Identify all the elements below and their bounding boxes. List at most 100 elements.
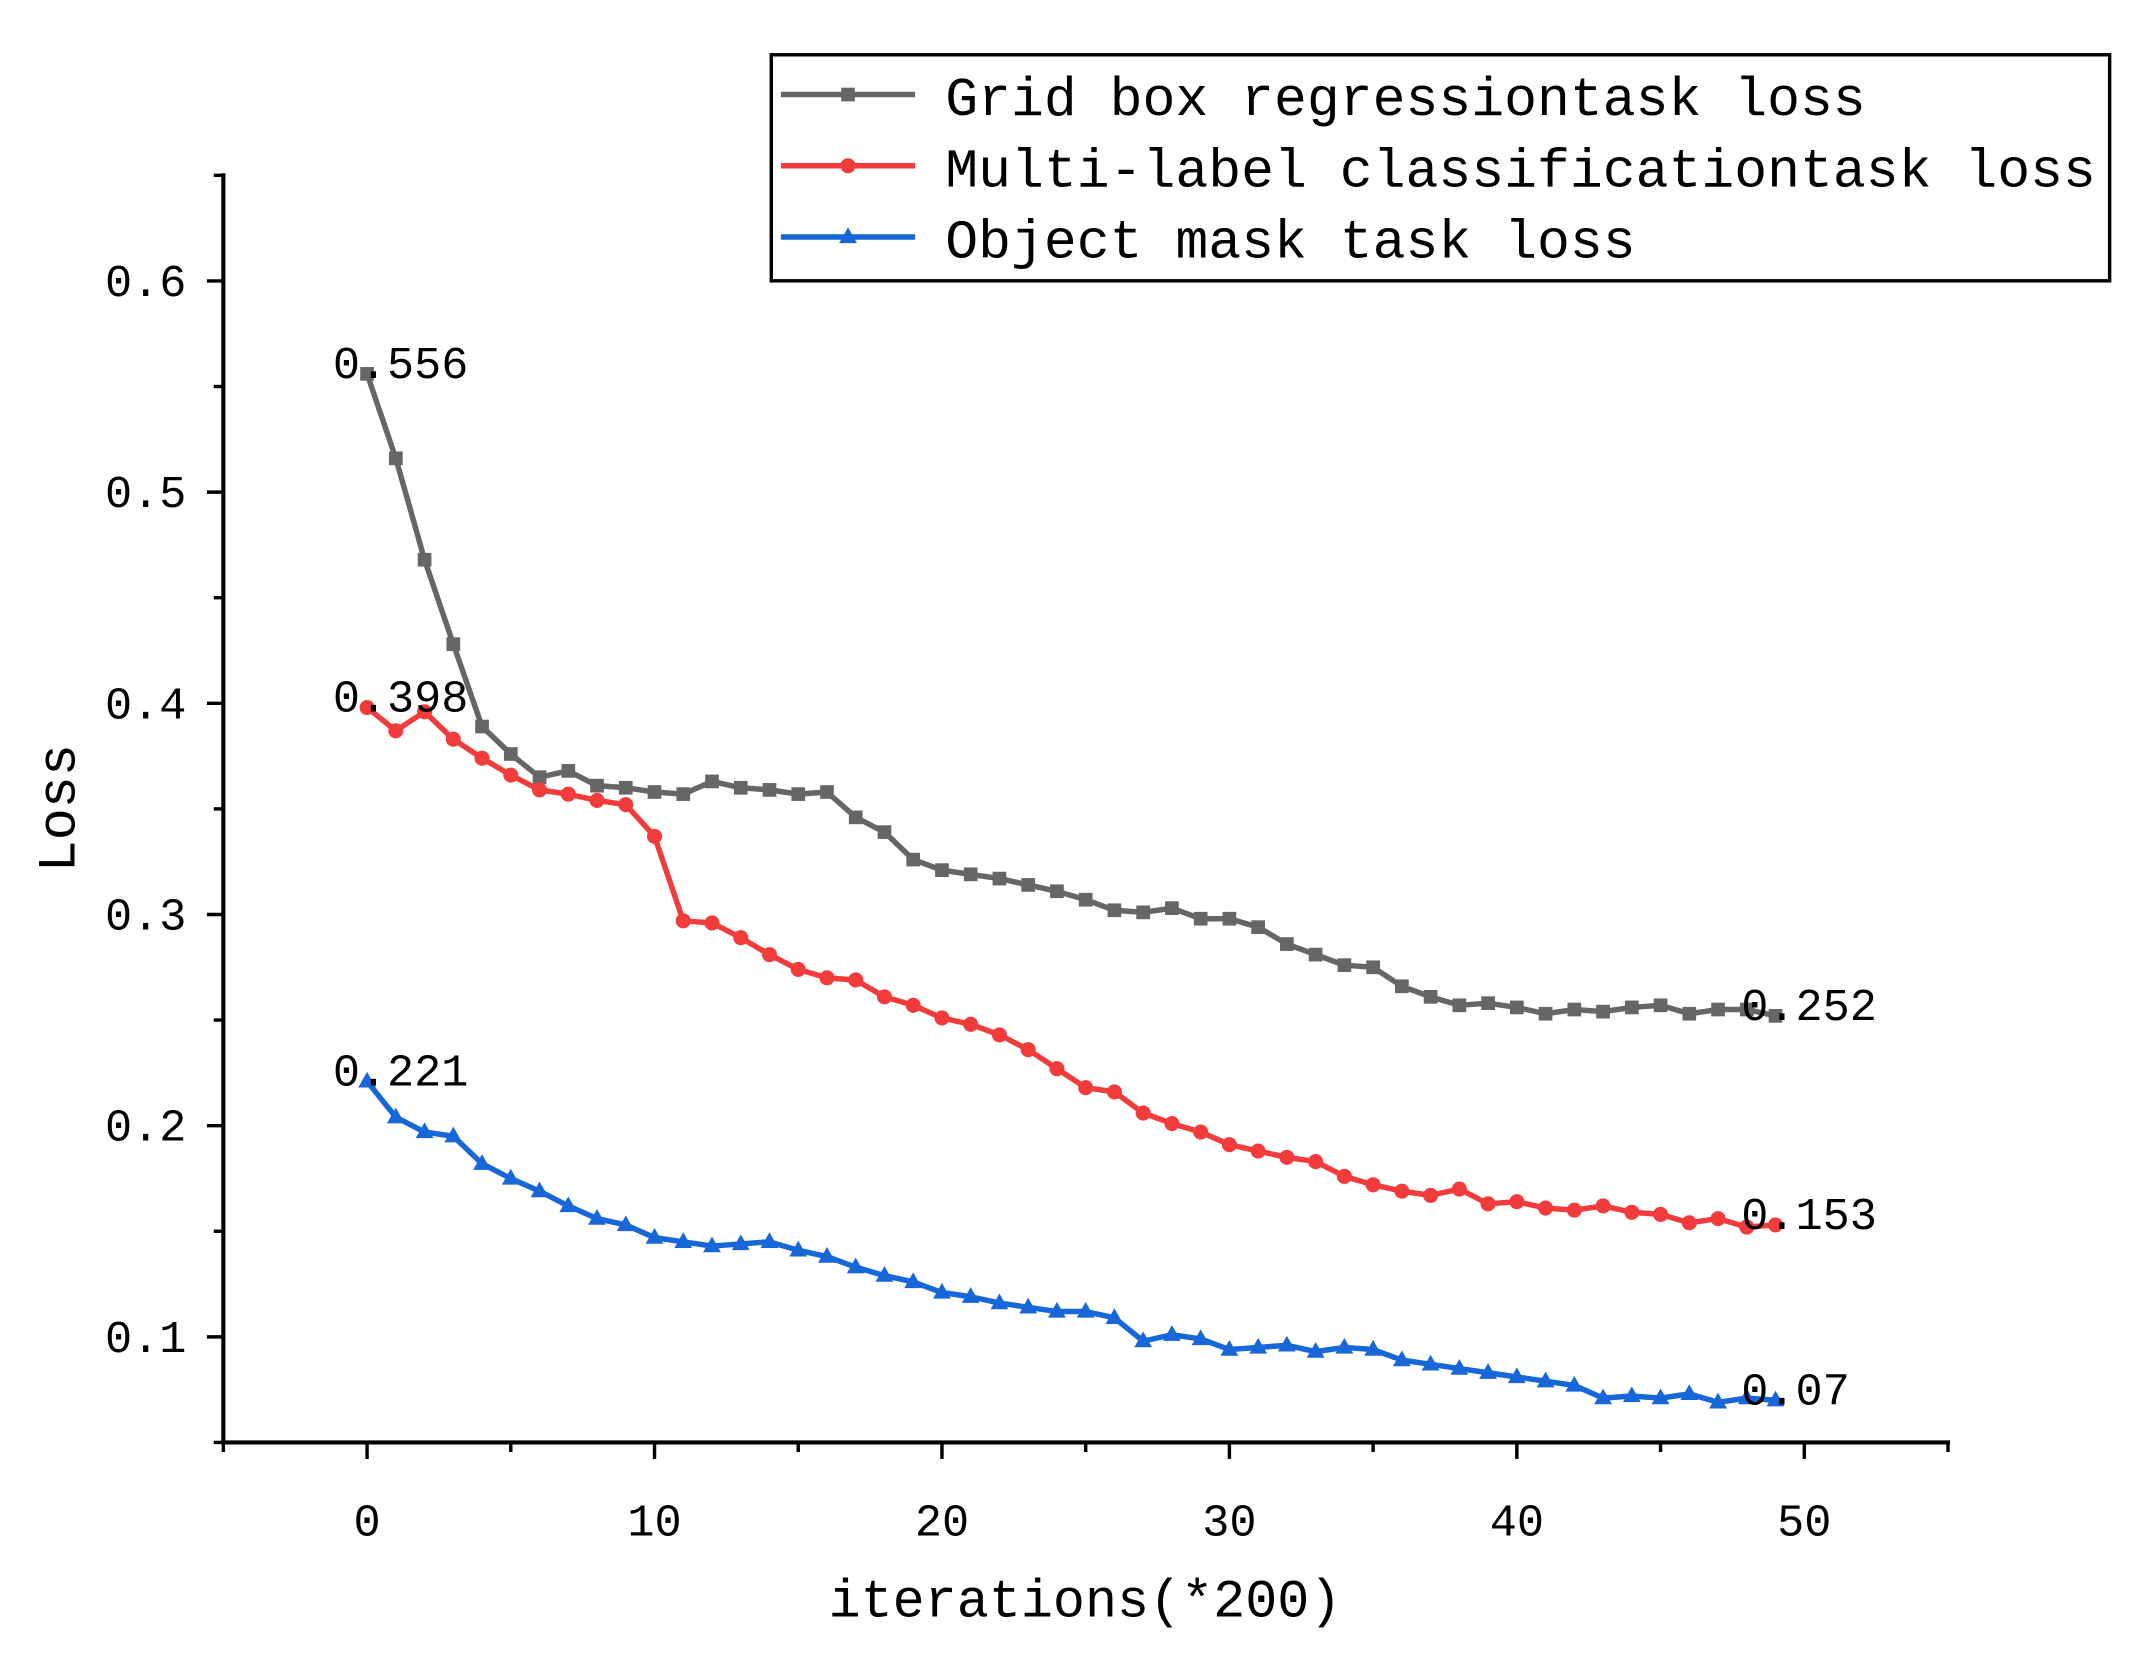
data-point: [848, 810, 863, 825]
data-point: [415, 1122, 434, 1139]
legend-box: [769, 53, 2112, 283]
data-point: [992, 871, 1007, 886]
data-point: [1249, 1337, 1268, 1354]
data-point: [417, 704, 433, 720]
data-point: [445, 731, 461, 747]
x-tick-label: 20: [915, 1498, 969, 1550]
data-point: [877, 825, 892, 839]
data-point: [731, 1234, 750, 1251]
data-point: [358, 1071, 376, 1088]
data-label: 0.153: [1741, 1191, 1877, 1243]
data-point: [1452, 998, 1467, 1013]
legend-swatch-marker: [841, 87, 855, 102]
data-point: [789, 1240, 808, 1257]
legend-item-object-mask-loss: Object mask task loss: [780, 213, 1636, 275]
y-axis-title: Loss: [32, 744, 92, 872]
data-point: [1451, 1181, 1467, 1197]
data-point: [1624, 1000, 1639, 1015]
data-point: [559, 1196, 578, 1213]
data-point: [1049, 1061, 1065, 1077]
data-point: [875, 1266, 894, 1282]
data-point: [1076, 1301, 1095, 1318]
data-point: [704, 915, 720, 931]
data-point: [818, 1247, 836, 1263]
data-point: [1566, 1202, 1582, 1218]
y-tick-label: 0.6: [105, 258, 186, 310]
y-tick-label: 0.5: [105, 469, 186, 521]
y-tick-label: 0.3: [105, 892, 186, 944]
data-point: [762, 783, 777, 797]
data-point: [1768, 1217, 1784, 1233]
y-tick-label: 0.4: [105, 680, 186, 732]
data-point: [1680, 1384, 1699, 1401]
data-point: [933, 1282, 951, 1299]
data-point: [1336, 1168, 1352, 1184]
data-point: [388, 451, 403, 466]
data-point: [1277, 1335, 1296, 1352]
data-point: [1395, 979, 1409, 994]
legend-label: Grid box regressiontask loss: [945, 70, 1865, 132]
data-point: [1365, 1177, 1381, 1193]
x-tick-label: 0: [354, 1498, 381, 1550]
data-point: [674, 1232, 693, 1248]
data-point: [1682, 1006, 1697, 1021]
plot-series: [358, 367, 1785, 1409]
data-point: [1335, 1337, 1354, 1354]
data-point: [1710, 1211, 1726, 1227]
data-point: [1134, 1331, 1153, 1348]
data-point: [1507, 1367, 1526, 1384]
legend-item-multi-label-classification-loss: Multi-label classificationtask loss: [780, 141, 2096, 203]
data-point: [761, 947, 778, 963]
data-point: [1766, 1390, 1785, 1407]
y-tick-label: 0.1: [105, 1314, 186, 1366]
data-point: [904, 1272, 923, 1289]
data-point: [1048, 1301, 1066, 1318]
data-point: [1538, 1200, 1554, 1216]
data-point: [1364, 1339, 1383, 1356]
data-point: [646, 828, 663, 844]
data-point: [1481, 996, 1495, 1011]
data-point: [532, 770, 547, 785]
data-point: [444, 1126, 463, 1143]
data-point: [820, 785, 834, 799]
series-object-mask-loss: [358, 1071, 1785, 1409]
data-point: [1220, 1339, 1239, 1356]
series-grid-box-regression-loss: [360, 367, 1783, 1023]
data-point: [1136, 905, 1151, 920]
data-point: [1280, 937, 1294, 951]
data-point: [1596, 1004, 1610, 1019]
data-point: [790, 961, 806, 977]
data-point: [588, 1209, 606, 1225]
legend: Grid box regressiontask loss Multi-label…: [769, 53, 2112, 283]
data-point: [1366, 960, 1380, 975]
data-point: [676, 787, 691, 801]
data-point: [590, 778, 604, 793]
data-point: [1308, 1154, 1324, 1170]
data-point: [961, 1287, 980, 1303]
data-point: [359, 699, 375, 716]
data-point: [561, 764, 576, 778]
data-point: [846, 1257, 865, 1274]
data-point: [1768, 1009, 1783, 1023]
data-point: [1538, 1006, 1553, 1021]
data-point: [1106, 1084, 1122, 1100]
data-point: [1565, 1375, 1584, 1392]
legend-swatch: [780, 227, 916, 244]
data-point: [618, 797, 634, 813]
data-label: 0.398: [333, 674, 469, 726]
data-point: [1337, 958, 1352, 973]
data-point: [1737, 1388, 1756, 1405]
data-point: [905, 997, 921, 1013]
data-point: [1653, 1206, 1669, 1222]
data-point: [1479, 1363, 1497, 1379]
data-point: [1221, 1137, 1237, 1153]
data-point: [733, 780, 748, 795]
data-point: [532, 782, 548, 798]
data-point: [360, 367, 374, 381]
data-point: [1020, 1042, 1036, 1058]
data-point: [618, 780, 633, 795]
series-multi-label-classification-loss: [359, 699, 1784, 1235]
data-point: [645, 1228, 664, 1244]
legend-swatch-marker: [840, 158, 856, 174]
data-point: [1394, 1183, 1410, 1199]
